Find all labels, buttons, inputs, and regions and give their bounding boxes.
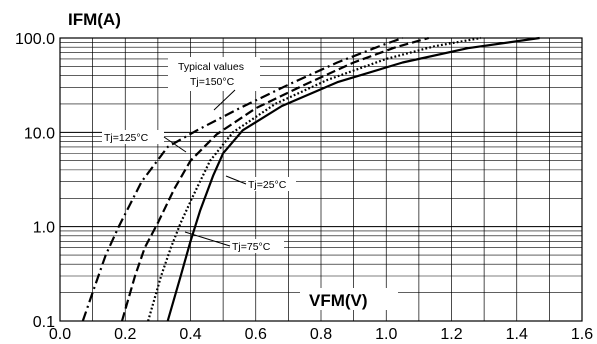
series-line-tj-75-c xyxy=(147,36,482,322)
x-tick-label: 1.6 xyxy=(571,326,593,343)
annotation-tj150: Tj=150°C xyxy=(190,76,235,88)
series-group xyxy=(81,36,540,322)
annotation-tj125-bg xyxy=(102,130,164,144)
annotation-typical-bg xyxy=(168,57,260,91)
annotation-tj125: Tj=125°C xyxy=(104,132,149,144)
x-tick-label: 0.4 xyxy=(179,326,201,343)
x-tick-label: 0.6 xyxy=(245,326,267,343)
series-line-tj-125-c xyxy=(120,36,429,322)
y-tick-label: 100.0 xyxy=(15,31,55,48)
plot-frame xyxy=(59,37,583,322)
x-tick-label: 0.0 xyxy=(49,326,71,343)
y-tick-label: 0.1 xyxy=(33,314,55,331)
leader-tj75 xyxy=(184,231,231,247)
annotation-tj25: Tj=25°C xyxy=(248,179,287,191)
x-axis-title: VFM(V) xyxy=(309,291,368,310)
y-tick-label: 10.0 xyxy=(24,125,55,142)
annotations: Typical values Tj=150°C Tj=125°C Tj=25°C… xyxy=(102,57,296,253)
x-tick-label: 1.4 xyxy=(506,326,528,343)
x-tick-label: 1.2 xyxy=(440,326,462,343)
x-tick-label: 0.8 xyxy=(310,326,332,343)
x-tick-label: 0.2 xyxy=(114,326,136,343)
grid xyxy=(60,38,582,321)
annotation-tj25-bg xyxy=(246,177,296,191)
series-line-tj-25-c xyxy=(166,36,540,322)
leader-tj125 xyxy=(163,136,187,153)
y-axis-title: IFM(A) xyxy=(68,10,121,29)
annotation-tj75: Tj=75°C xyxy=(232,241,271,253)
tick-labels: 0.0 0.2 0.4 0.6 0.8 1.0 1.2 1.4 1.6 0.1 1.0 10.0 100… xyxy=(15,31,593,343)
annotation-typical-values: Typical values xyxy=(178,61,244,73)
series-line-tj-150-c xyxy=(81,36,403,322)
y-tick-label: 1.0 xyxy=(33,220,55,237)
x-tick-label: 1.0 xyxy=(375,326,397,343)
annotation-tj75-bg xyxy=(230,239,284,253)
x-axis-title-bg xyxy=(300,288,398,310)
leader-tj150 xyxy=(213,89,236,111)
leader-tj25 xyxy=(225,175,247,185)
